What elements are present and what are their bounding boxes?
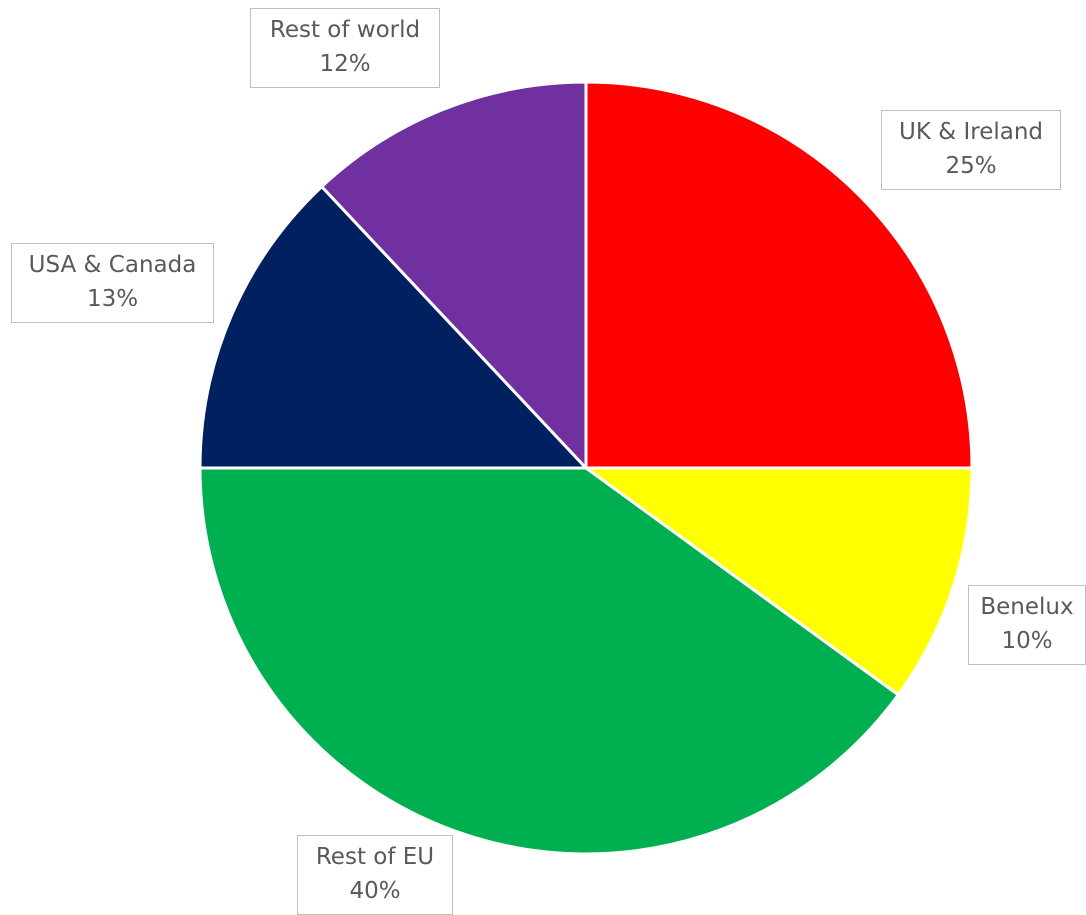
data-label-percent: 25% (945, 153, 997, 179)
data-label-benelux: Benelux 10% (968, 585, 1086, 665)
data-label-percent: 12% (319, 51, 371, 77)
data-label-name: USA & Canada (28, 252, 197, 278)
slice-benelux (584, 466, 974, 697)
slice-rest-of-world (320, 80, 588, 470)
data-label-usa-canada: USA & Canada 13% (11, 243, 214, 323)
data-label-name: Benelux (980, 594, 1074, 620)
data-label-name: Rest of EU (315, 844, 435, 870)
data-label-percent: 13% (86, 286, 139, 312)
data-label-rest-of-eu: Rest of EU 40% (297, 835, 453, 915)
data-label-percent: 40% (349, 878, 401, 904)
data-label-percent: 10% (1001, 628, 1053, 654)
slice-uk-ireland (584, 80, 974, 470)
slice-rest-of-eu (198, 466, 900, 856)
data-label-uk-ireland: UK & Ireland 25% (881, 110, 1061, 190)
data-label-name: Rest of world (269, 17, 421, 43)
data-label-name: UK & Ireland (898, 119, 1044, 145)
data-label-rest-of-world: Rest of world 12% (250, 8, 440, 88)
slice-usa-canada (198, 185, 588, 470)
